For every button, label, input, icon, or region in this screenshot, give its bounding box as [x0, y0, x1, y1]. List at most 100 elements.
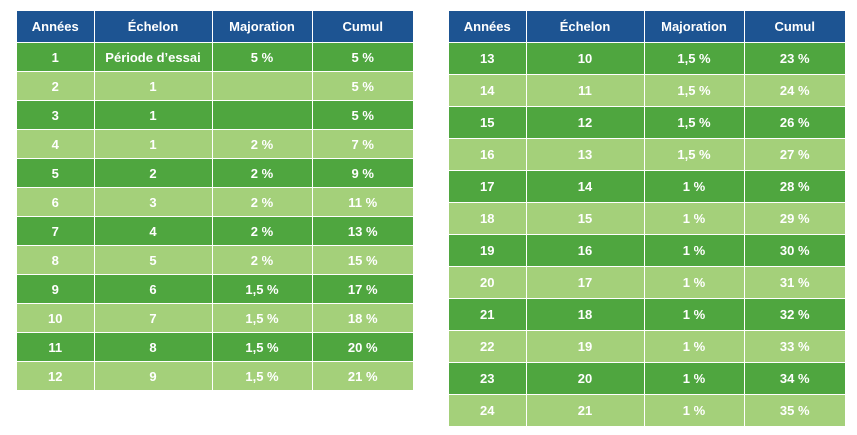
cell-majoration: 1 % — [643, 170, 744, 203]
cell-annees: 4 — [17, 129, 94, 159]
cell-cumul: 5 % — [311, 71, 413, 101]
cell-echelon: 2 — [93, 158, 212, 188]
cell-cumul: 7 % — [311, 129, 413, 159]
cell-majoration: 1 % — [643, 298, 744, 331]
cell-annees: 16 — [449, 138, 526, 171]
cell-annees: 14 — [449, 74, 526, 107]
cell-cumul: 15 % — [311, 245, 413, 275]
cell-annees: 21 — [449, 298, 526, 331]
cell-annees: 7 — [17, 216, 94, 246]
cell-echelon: 10 — [525, 42, 644, 75]
cell-majoration: 2 % — [211, 158, 312, 188]
header-majoration: Majoration — [643, 11, 744, 43]
cell-echelon: 3 — [93, 187, 212, 217]
table-header-row: Années Échelon Majoration Cumul — [449, 11, 845, 43]
cell-annees: 15 — [449, 106, 526, 139]
header-majoration: Majoration — [211, 11, 312, 43]
cell-annees: 6 — [17, 187, 94, 217]
cell-cumul: 5 % — [311, 100, 413, 130]
cell-majoration: 1,5 % — [643, 74, 744, 107]
cell-majoration: 1 % — [643, 330, 744, 363]
cell-majoration: 1,5 % — [211, 303, 312, 333]
cell-cumul: 20 % — [311, 332, 413, 362]
cell-majoration: 5 % — [211, 42, 312, 72]
table-row: 10 7 1,5 % 18 % — [17, 303, 413, 333]
cell-annees: 17 — [449, 170, 526, 203]
header-echelon: Échelon — [525, 11, 644, 43]
cell-annees: 9 — [17, 274, 94, 304]
cell-cumul: 17 % — [311, 274, 413, 304]
cell-echelon: 16 — [525, 234, 644, 267]
table-header-row: Années Échelon Majoration Cumul — [17, 11, 413, 43]
cell-cumul: 27 % — [743, 138, 845, 171]
cell-echelon: 1 — [93, 100, 212, 130]
cell-cumul: 11 % — [311, 187, 413, 217]
cell-echelon: 12 — [525, 106, 644, 139]
cell-annees: 5 — [17, 158, 94, 188]
cell-echelon: 1 — [93, 71, 212, 101]
cell-echelon: 20 — [525, 362, 644, 395]
header-annees: Années — [449, 11, 526, 43]
header-cumul: Cumul — [311, 11, 413, 43]
cell-cumul: 31 % — [743, 266, 845, 299]
cell-annees: 13 — [449, 42, 526, 75]
cell-majoration: 1 % — [643, 234, 744, 267]
salary-table-years-13-24: Années Échelon Majoration Cumul 13 10 1,5 … — [449, 11, 845, 426]
cell-echelon: 17 — [525, 266, 644, 299]
cell-majoration: 1,5 % — [643, 106, 744, 139]
cell-annees: 8 — [17, 245, 94, 275]
cell-echelon: 11 — [525, 74, 644, 107]
cell-cumul: 5 % — [311, 42, 413, 72]
cell-majoration: 1,5 % — [211, 274, 312, 304]
cell-echelon: 1 — [93, 129, 212, 159]
cell-annees: 10 — [17, 303, 94, 333]
cell-echelon: 7 — [93, 303, 212, 333]
cell-majoration: 1 % — [643, 362, 744, 395]
cell-cumul: 21 % — [311, 361, 413, 390]
table-row: 19 16 1 % 30 % — [449, 234, 845, 267]
cell-majoration: 2 % — [211, 187, 312, 217]
cell-cumul: 30 % — [743, 234, 845, 267]
cell-echelon: 14 — [525, 170, 644, 203]
table-body: 13 10 1,5 % 23 % 14 11 1,5 % 24 % 15 12 1,5 % 26 % 1… — [449, 42, 845, 426]
cell-echelon: 18 — [525, 298, 644, 331]
cell-cumul: 13 % — [311, 216, 413, 246]
table-row: 9 6 1,5 % 17 % — [17, 274, 413, 304]
cell-annees: 11 — [17, 332, 94, 362]
cell-annees: 2 — [17, 71, 94, 101]
cell-echelon: 15 — [525, 202, 644, 235]
cell-cumul: 35 % — [743, 394, 845, 426]
header-cumul: Cumul — [743, 11, 845, 43]
table-row: 18 15 1 % 29 % — [449, 202, 845, 235]
salary-table-years-1-12: Années Échelon Majoration Cumul 1 Période… — [17, 11, 413, 390]
table-row: 24 21 1 % 35 % — [449, 394, 845, 426]
cell-cumul: 29 % — [743, 202, 845, 235]
cell-majoration: 1,5 % — [211, 332, 312, 362]
cell-cumul: 28 % — [743, 170, 845, 203]
cell-annees: 19 — [449, 234, 526, 267]
cell-majoration: 1,5 % — [643, 42, 744, 75]
header-annees: Années — [17, 11, 94, 43]
table-row: 14 11 1,5 % 24 % — [449, 74, 845, 107]
cell-majoration: 2 % — [211, 216, 312, 246]
cell-cumul: 34 % — [743, 362, 845, 395]
cell-cumul: 23 % — [743, 42, 845, 75]
cell-echelon: 19 — [525, 330, 644, 363]
cell-echelon: 6 — [93, 274, 212, 304]
cell-annees: 12 — [17, 361, 94, 390]
header-echelon: Échelon — [93, 11, 212, 43]
table-row: 12 9 1,5 % 21 % — [17, 361, 413, 390]
cell-majoration: 1 % — [643, 266, 744, 299]
cell-annees: 24 — [449, 394, 526, 426]
cell-annees: 3 — [17, 100, 94, 130]
table-row: 20 17 1 % 31 % — [449, 266, 845, 299]
cell-annees: 20 — [449, 266, 526, 299]
table-row: 16 13 1,5 % 27 % — [449, 138, 845, 171]
table-row: 17 14 1 % 28 % — [449, 170, 845, 203]
cell-majoration: 1,5 % — [211, 361, 312, 390]
